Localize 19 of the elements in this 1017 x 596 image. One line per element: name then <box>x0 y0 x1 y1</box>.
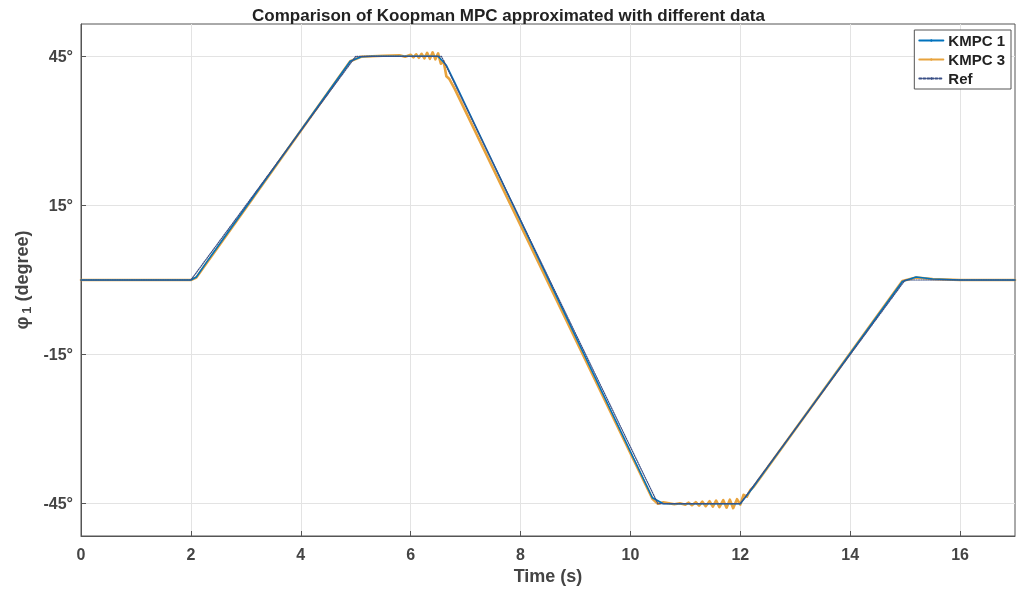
y-axis-title: φ1 (degree) <box>12 230 34 330</box>
legend-label: KMPC 1 <box>948 32 1006 49</box>
x-axis-title: Time (s) <box>513 565 583 586</box>
y-tick-label: -15° <box>43 346 73 364</box>
x-tick-label: 12 <box>731 545 750 563</box>
legend-label: Ref <box>948 70 974 87</box>
x-tick-label: 2 <box>186 545 196 563</box>
x-tick-label: 16 <box>951 545 970 563</box>
y-tick-label: 15° <box>48 196 73 214</box>
legend-label: KMPC 3 <box>948 51 1006 68</box>
x-tick-label: 6 <box>406 545 416 563</box>
x-tick-label: 8 <box>516 545 526 563</box>
x-tick-label: 4 <box>296 545 306 563</box>
x-tick-label: 14 <box>841 545 860 563</box>
x-tick-label: 10 <box>621 545 640 563</box>
x-tick-label: 0 <box>76 545 86 563</box>
chart-title: Comparison of Koopman MPC approximated with different data <box>252 6 766 25</box>
y-tick-label: -45° <box>43 495 73 513</box>
y-tick-label: 45° <box>48 47 73 65</box>
